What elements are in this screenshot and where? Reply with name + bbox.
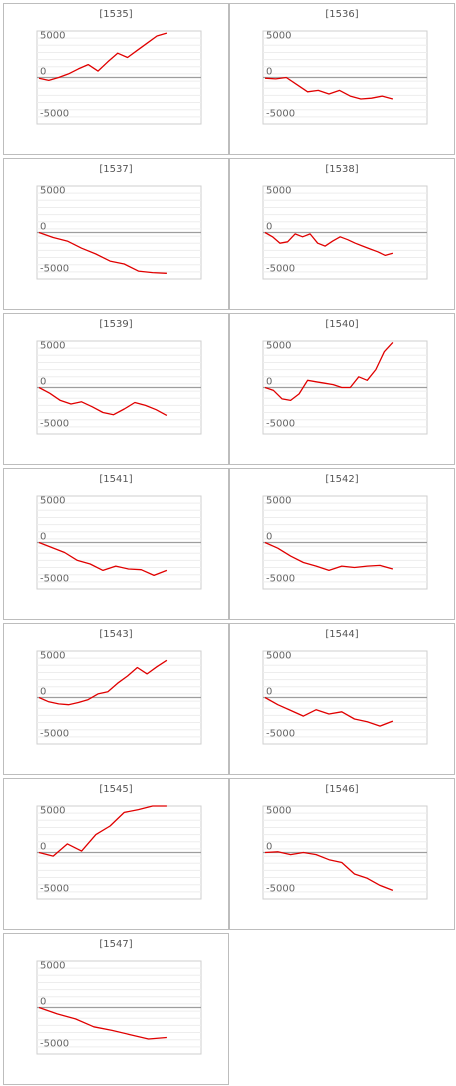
series-line bbox=[38, 659, 168, 706]
y-tick-label: -5000 bbox=[266, 728, 295, 739]
chart-svg: 5000 0 -5000 bbox=[262, 30, 428, 125]
y-tick-label: 0 bbox=[266, 532, 272, 543]
y-tick-label: 0 bbox=[40, 842, 46, 853]
chart-cell: [1538] 5000 0 -5000 bbox=[229, 158, 455, 310]
y-tick-label: -5000 bbox=[40, 418, 69, 429]
y-tick-label: -5000 bbox=[40, 883, 69, 894]
y-tick-label: -5000 bbox=[266, 108, 295, 119]
chart-svg: 5000 0 -5000 bbox=[36, 340, 202, 435]
chart-title: [1546] bbox=[325, 784, 359, 795]
chart-svg: 5000 0 -5000 bbox=[36, 30, 202, 125]
chart-title: [1543] bbox=[99, 629, 133, 640]
series-line bbox=[38, 805, 167, 857]
chart-svg: 5000 0 -5000 bbox=[36, 960, 202, 1055]
y-tick-label: 5000 bbox=[40, 961, 65, 972]
chart-title: [1539] bbox=[99, 319, 133, 330]
chart-cell: [1536] 5000 0 -5000 bbox=[229, 3, 455, 155]
y-tick-label: -5000 bbox=[266, 263, 295, 274]
series-line bbox=[264, 341, 394, 402]
y-tick-label: -5000 bbox=[40, 108, 69, 119]
y-tick-label: 0 bbox=[40, 532, 46, 543]
y-tick-label: 5000 bbox=[266, 31, 291, 42]
chart-svg: 5000 0 -5000 bbox=[262, 185, 428, 280]
series-line bbox=[264, 76, 394, 100]
chart-cell: [1547] 5000 0 -5000 bbox=[3, 933, 229, 1085]
chart-cell: [1539] 5000 0 -5000 bbox=[3, 313, 229, 465]
chart-title: [1535] bbox=[99, 9, 133, 20]
y-tick-label: 0 bbox=[40, 222, 46, 233]
chart-cell: [1544] 5000 0 -5000 bbox=[229, 623, 455, 775]
series-line bbox=[38, 541, 168, 577]
chart-cell: [1537] 5000 0 -5000 bbox=[3, 158, 229, 310]
y-tick-label: -5000 bbox=[40, 1038, 69, 1049]
chart-svg: 5000 0 -5000 bbox=[262, 805, 428, 900]
series-line bbox=[264, 231, 394, 257]
chart-cell: [1546] 5000 0 -5000 bbox=[229, 778, 455, 930]
chart-title: [1540] bbox=[325, 319, 359, 330]
y-tick-label: 0 bbox=[266, 377, 272, 388]
y-tick-label: 0 bbox=[40, 377, 46, 388]
y-tick-label: 5000 bbox=[266, 496, 291, 507]
y-tick-label: 5000 bbox=[40, 31, 65, 42]
chart-title: [1547] bbox=[99, 939, 133, 950]
series-line bbox=[264, 541, 394, 572]
y-tick-label: 5000 bbox=[40, 341, 65, 352]
chart-cell: [1541] 5000 0 -5000 bbox=[3, 468, 229, 620]
chart-cell: [1545] 5000 0 -5000 bbox=[3, 778, 229, 930]
y-tick-label: 0 bbox=[40, 687, 46, 698]
chart-cell: [1542] 5000 0 -5000 bbox=[229, 468, 455, 620]
chart-title: [1545] bbox=[99, 784, 133, 795]
y-tick-label: -5000 bbox=[40, 263, 69, 274]
chart-title: [1541] bbox=[99, 474, 133, 485]
y-tick-label: -5000 bbox=[266, 573, 295, 584]
chart-svg: 5000 0 -5000 bbox=[36, 805, 202, 900]
y-tick-label: -5000 bbox=[266, 883, 295, 894]
chart-svg: 5000 0 -5000 bbox=[262, 340, 428, 435]
chart-svg: 5000 0 -5000 bbox=[262, 650, 428, 745]
chart-svg: 5000 0 -5000 bbox=[36, 650, 202, 745]
chart-cell: [1540] 5000 0 -5000 bbox=[229, 313, 455, 465]
y-tick-label: 5000 bbox=[40, 806, 65, 817]
series-line bbox=[38, 1006, 167, 1040]
chart-title: [1537] bbox=[99, 164, 133, 175]
chart-svg: 5000 0 -5000 bbox=[262, 495, 428, 590]
chart-cell: [1543] 5000 0 -5000 bbox=[3, 623, 229, 775]
y-tick-label: 5000 bbox=[266, 651, 291, 662]
y-tick-label: -5000 bbox=[266, 418, 295, 429]
chart-title: [1536] bbox=[325, 9, 359, 20]
y-tick-label: -5000 bbox=[40, 573, 69, 584]
chart-title: [1542] bbox=[325, 474, 359, 485]
y-tick-label: 0 bbox=[266, 842, 272, 853]
series-line bbox=[38, 32, 168, 82]
y-tick-label: -5000 bbox=[40, 728, 69, 739]
series-line bbox=[38, 231, 167, 274]
y-tick-label: 5000 bbox=[266, 806, 291, 817]
y-tick-label: 0 bbox=[266, 222, 272, 233]
chart-title: [1544] bbox=[325, 629, 359, 640]
series-line bbox=[264, 696, 394, 727]
y-tick-label: 5000 bbox=[40, 186, 65, 197]
chart-title: [1538] bbox=[325, 164, 359, 175]
y-tick-label: 5000 bbox=[40, 651, 65, 662]
y-tick-label: 0 bbox=[266, 67, 272, 78]
y-tick-label: 5000 bbox=[40, 496, 65, 507]
chart-cell: [1535] 5000 0 -5000 bbox=[3, 3, 229, 155]
series-line bbox=[264, 851, 394, 892]
y-tick-label: 0 bbox=[266, 687, 272, 698]
y-tick-label: 5000 bbox=[266, 186, 291, 197]
chart-svg: 5000 0 -5000 bbox=[36, 495, 202, 590]
y-tick-label: 0 bbox=[40, 67, 46, 78]
y-tick-label: 5000 bbox=[266, 341, 291, 352]
y-tick-label: 0 bbox=[40, 997, 46, 1008]
series-line bbox=[38, 386, 168, 416]
chart-svg: 5000 0 -5000 bbox=[36, 185, 202, 280]
